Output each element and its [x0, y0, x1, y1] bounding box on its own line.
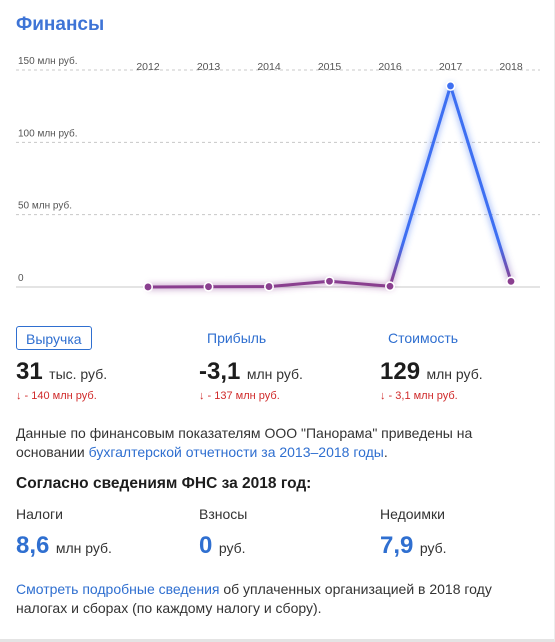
x-tick-label: 2012: [136, 61, 160, 73]
value-tab[interactable]: Стоимость: [388, 330, 459, 346]
contributions-unit: руб.: [218, 540, 246, 556]
arrears-unit: руб.: [419, 540, 447, 556]
series-line-glow: [147, 82, 515, 291]
profit-unit: млн руб.: [246, 366, 303, 382]
data-point-2014[interactable]: [263, 281, 274, 292]
taxes-label: Налоги: [16, 506, 63, 522]
arrears-value: 7,9: [380, 532, 414, 559]
tax-arrears: Недоимки 7,9 руб.: [380, 506, 555, 560]
taxes-value: 8,6: [16, 532, 50, 559]
fns-title: Согласно сведениям ФНС за 2018 год:: [16, 475, 312, 492]
tax-taxes: Налоги 8,6 млн руб.: [16, 506, 196, 560]
details-link[interactable]: Смотреть подробные сведения: [16, 581, 220, 597]
data-point-2017[interactable]: [445, 80, 456, 91]
x-tick-label: 2014: [257, 61, 281, 73]
footer-text: об уплаченных организацией в 2018 году н…: [16, 581, 492, 616]
cost-delta: ↓ - 3,1 млн руб.: [380, 390, 458, 402]
x-tick-label: 2013: [197, 61, 221, 73]
data-point-2013[interactable]: [203, 281, 214, 292]
revenue-tab[interactable]: Выручка: [16, 326, 92, 350]
contributions-value: 0: [199, 532, 213, 559]
metric-revenue: Выручка 31 тыс. руб. ↓ - 140 млн руб.: [16, 326, 196, 402]
cost-unit: млн руб.: [426, 366, 483, 382]
arrears-label: Недоимки: [380, 506, 445, 522]
data-point-2018[interactable]: [505, 276, 516, 287]
data-point-2012[interactable]: [143, 281, 154, 292]
cost-value: 129: [380, 358, 421, 385]
tax-contributions: Взносы 0 руб.: [199, 506, 379, 560]
x-tick-label: 2018: [499, 61, 523, 73]
profit-value: -3,1: [199, 358, 241, 385]
y-tick-label: 0: [18, 273, 24, 284]
profit-tab[interactable]: Прибыль: [207, 330, 267, 346]
finance-chart: 150 млн руб. 100 млн руб. 50 млн руб. 0 201…: [16, 55, 540, 292]
description-end: .: [383, 444, 388, 460]
reports-link[interactable]: бухгалтерской отчетности за 2013–2018 го…: [88, 444, 384, 460]
description: Данные по финансовым показателям ООО "Па…: [16, 424, 526, 462]
revenue-unit: тыс. руб.: [49, 366, 108, 382]
data-point-2016[interactable]: [384, 281, 395, 292]
metrics-row: Выручка 31 тыс. руб. ↓ - 140 млн руб. Пр…: [0, 326, 555, 408]
x-tick-label: 2017: [439, 61, 463, 73]
x-tick-label: 2016: [378, 61, 402, 73]
description-text: Данные по финансовым показателям ООО "Па…: [16, 425, 473, 460]
revenue-value: 31: [16, 358, 43, 385]
contributions-label: Взносы: [199, 506, 248, 522]
profit-delta: ↓ - 137 млн руб.: [199, 390, 280, 402]
y-tick-label: 150 млн руб.: [18, 55, 78, 67]
footer-note: Смотреть подробные сведения об уплаченны…: [16, 580, 536, 618]
y-tick-label: 100 млн руб.: [18, 127, 78, 139]
section-title: Финансы: [16, 14, 105, 35]
x-tick-label: 2015: [318, 61, 342, 73]
y-tick-label: 50 млн руб.: [18, 200, 72, 212]
revenue-delta: ↓ - 140 млн руб.: [16, 390, 97, 402]
taxes-unit: млн руб.: [55, 540, 112, 556]
metric-profit: Прибыль -3,1 млн руб. ↓ - 137 млн руб.: [199, 326, 379, 402]
metric-value: Стоимость 129 млн руб. ↓ - 3,1 млн руб.: [380, 326, 555, 402]
data-point-2015[interactable]: [324, 276, 335, 287]
